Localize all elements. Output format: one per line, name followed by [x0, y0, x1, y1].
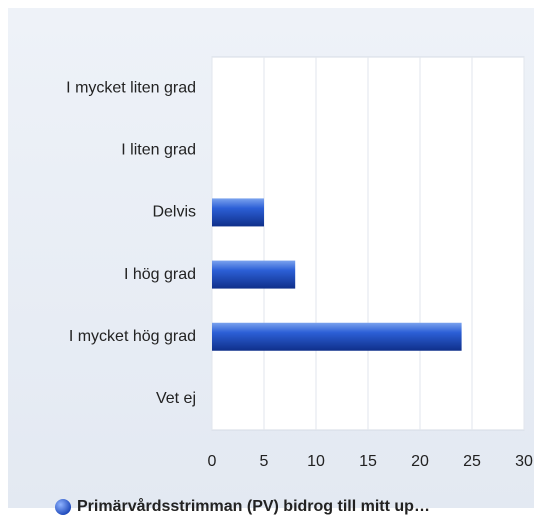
x-tick-label: 30 [515, 453, 533, 470]
legend-marker [55, 499, 71, 515]
y-tick-label: I hög grad [124, 266, 196, 283]
y-tick-label: I liten grad [121, 141, 196, 158]
bar [212, 198, 264, 227]
x-tick-label: 10 [307, 453, 325, 470]
bar [212, 260, 296, 289]
x-tick-label: 20 [411, 453, 429, 470]
legend-label: Primärvårdsstrimman (PV) bidrog till mit… [77, 497, 430, 515]
x-tick-label: 15 [359, 453, 377, 470]
y-tick-label: I mycket hög grad [69, 328, 196, 345]
x-tick-label: 25 [463, 453, 481, 470]
y-tick-label: I mycket liten grad [66, 79, 196, 96]
y-tick-label: Delvis [152, 204, 196, 221]
x-tick-label: 0 [208, 453, 217, 470]
x-tick-label: 5 [260, 453, 269, 470]
bar [212, 322, 462, 351]
y-tick-label: Vet ej [156, 390, 196, 407]
